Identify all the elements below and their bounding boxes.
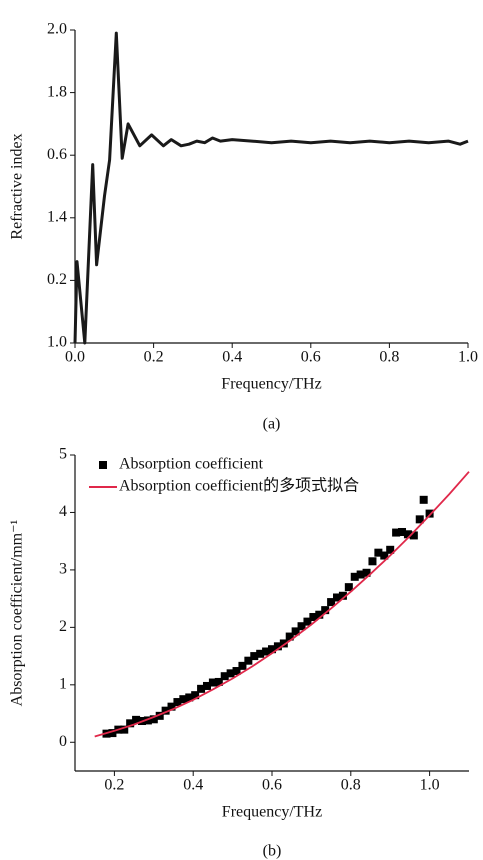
data-point <box>333 593 342 602</box>
data-point <box>398 527 407 536</box>
x-tick-label: 0.6 <box>301 349 321 366</box>
data-line <box>73 31 469 345</box>
y-tick-label: 2.0 <box>47 21 67 38</box>
data-point <box>297 622 306 631</box>
x-tick-label: 0.8 <box>341 777 361 794</box>
x-tick-label: 0.2 <box>144 349 164 366</box>
y-tick-label: 1.4 <box>47 208 67 225</box>
data-point <box>344 583 353 592</box>
data-point <box>386 545 395 554</box>
data-point <box>262 647 271 656</box>
data-point <box>191 691 200 700</box>
x-tick-label: 1.0 <box>420 777 440 794</box>
data-point <box>185 693 194 702</box>
data-point <box>409 531 418 540</box>
x-tick-label: 0.6 <box>262 777 282 794</box>
x-tick-label: 0.0 <box>65 349 85 366</box>
data-point <box>374 548 383 557</box>
data-point <box>425 509 434 518</box>
caption: (b) <box>263 843 282 860</box>
data-point <box>362 568 371 577</box>
caption: (a) <box>263 416 281 433</box>
data-point <box>179 695 188 704</box>
y-tick-label: 1 <box>59 675 67 692</box>
data-point <box>132 715 141 724</box>
data-point <box>226 669 235 678</box>
data-point <box>143 716 152 725</box>
data-point <box>161 706 170 715</box>
chart-panel: 0.2 0.4 0.6 0.8 1.0 0 1 2 3 4 5 Frequency/THz Absorp… <box>9 446 470 860</box>
y-axis-label: Refractive index <box>9 133 26 239</box>
data-point <box>291 627 300 636</box>
legend-label: Absorption coefficient的多项式拟合 <box>119 477 359 495</box>
data-point <box>244 656 253 665</box>
data-point <box>197 684 206 693</box>
data-point <box>419 495 428 504</box>
data-point <box>273 642 282 651</box>
data-point <box>232 667 241 676</box>
y-tick-label: 2 <box>59 618 67 635</box>
data-point <box>321 606 330 615</box>
data-point <box>220 672 229 681</box>
x-axis-label: Frequency/THz <box>222 804 322 821</box>
data-point <box>126 719 135 728</box>
data-point <box>392 528 401 537</box>
data-point <box>167 702 176 711</box>
x-tick-label: 1.0 <box>458 349 478 366</box>
data-point <box>315 610 324 619</box>
data-point <box>338 591 347 600</box>
data-point <box>350 572 359 581</box>
data-line <box>94 471 470 738</box>
data-point <box>238 661 247 670</box>
data-point <box>356 570 365 579</box>
x-axis-label: Frequency/THz <box>221 376 321 393</box>
data-point <box>285 632 294 641</box>
data-point <box>202 681 211 690</box>
data-point <box>309 613 318 622</box>
data-point <box>250 652 259 661</box>
data-point <box>327 598 336 607</box>
data-point <box>380 551 389 560</box>
y-tick-label: 3 <box>59 561 67 578</box>
x-tick-label: 0.8 <box>379 349 399 366</box>
y-tick-label: 1.0 <box>47 334 67 351</box>
data-point <box>108 729 117 738</box>
legend-swatch <box>99 461 107 469</box>
x-tick-label: 0.2 <box>104 777 124 794</box>
data-point <box>279 639 288 648</box>
data-point <box>256 649 265 658</box>
y-tick-label: 1.8 <box>47 83 67 100</box>
y-tick-label: 0.6 <box>47 146 67 163</box>
chart-panel: 0.0 0.2 0.4 0.6 0.8 1.0 1.0 0.2 1.4 0.6 1.8 2.0 Freq… <box>9 21 478 433</box>
data-point <box>303 617 312 626</box>
data-point <box>208 678 217 687</box>
data-point <box>214 677 223 686</box>
data-point <box>268 645 276 654</box>
data-point <box>120 725 129 734</box>
legend-label: Absorption coefficient <box>119 456 264 473</box>
data-point <box>415 515 424 524</box>
data-point <box>368 557 377 566</box>
y-tick-label: 0.2 <box>47 271 67 288</box>
data-point <box>403 530 412 539</box>
y-tick-label: 5 <box>59 446 67 463</box>
y-tick-label: 4 <box>59 503 67 520</box>
data-point <box>173 698 182 707</box>
data-point <box>149 715 158 724</box>
x-tick-label: 0.4 <box>222 349 242 366</box>
y-tick-label: 0 <box>59 733 67 750</box>
x-tick-label: 0.4 <box>183 777 203 794</box>
data-point <box>155 711 164 720</box>
y-axis-label: Absorption coefficient/mm⁻¹ <box>9 519 26 706</box>
